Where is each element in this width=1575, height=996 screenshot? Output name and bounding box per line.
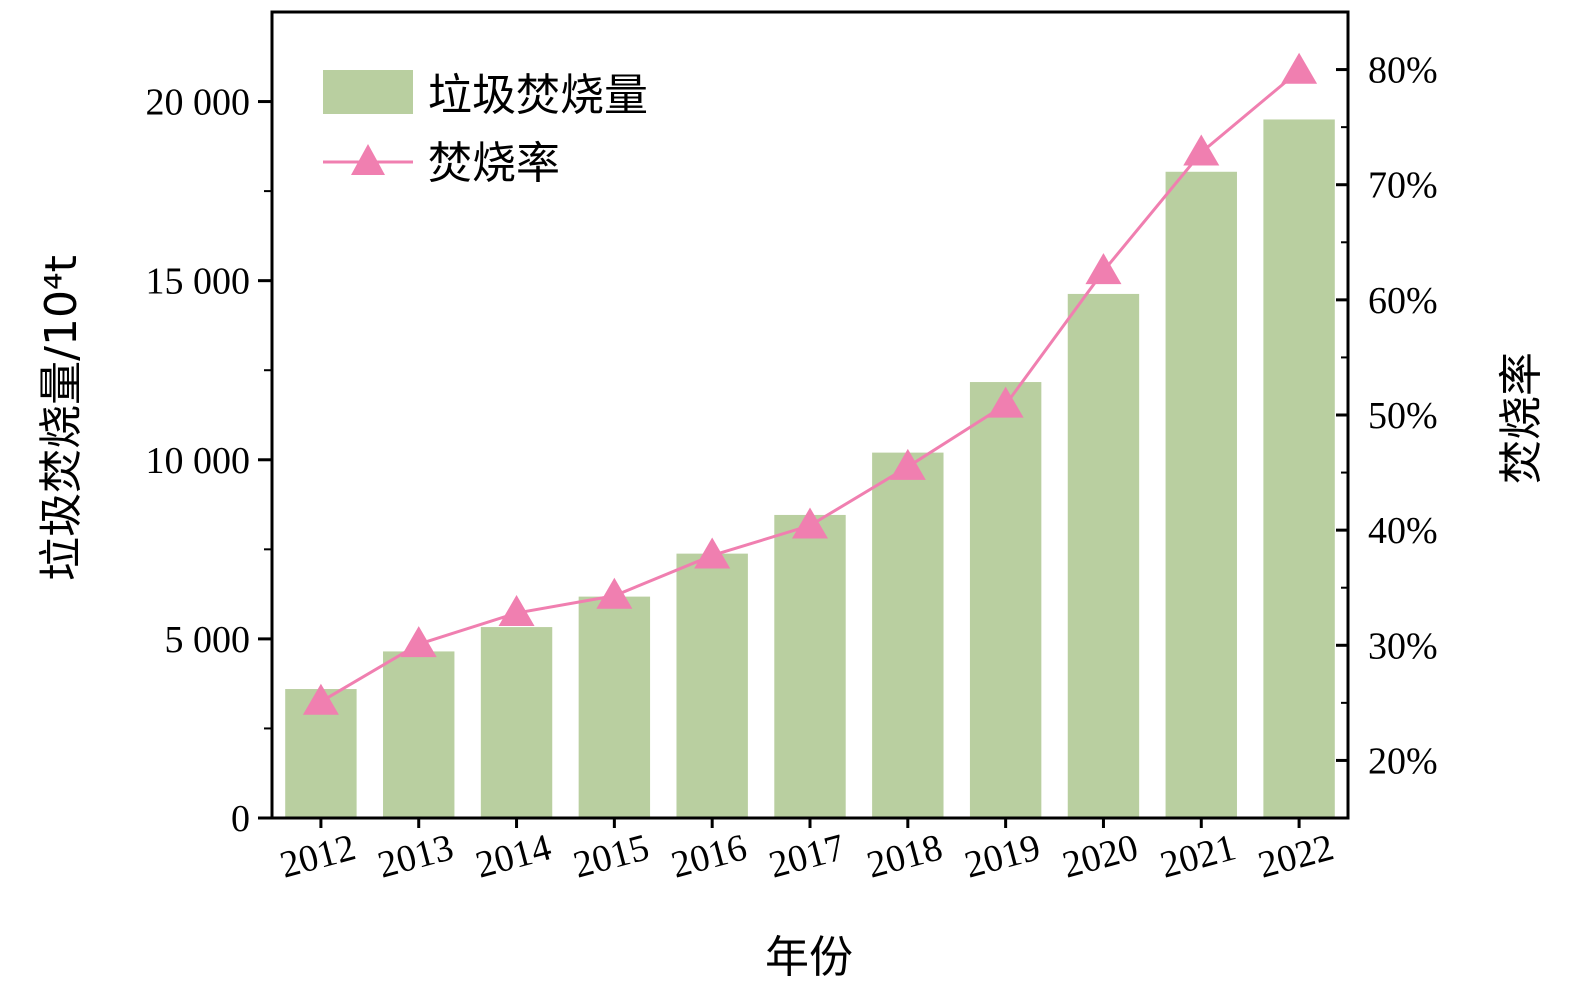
bar-2022 <box>1263 119 1335 818</box>
x-tick-label: 2018 <box>863 826 947 886</box>
bars-layer <box>285 119 1335 819</box>
x-tick-label: 2016 <box>667 826 751 886</box>
y-axis-title-right: 焚烧率 <box>1496 352 1547 484</box>
right-tick-label: 20% <box>1368 740 1438 782</box>
bar-2015 <box>578 596 651 818</box>
legend-line-marker <box>351 144 385 175</box>
right-tick-label: 60% <box>1368 280 1438 322</box>
x-tick-label: 2017 <box>765 826 849 886</box>
legend-bar-label: 垃圾焚烧量 <box>428 70 648 121</box>
rate-point-2022 <box>1281 52 1318 84</box>
rate-point-2018 <box>889 448 926 480</box>
bar-2016 <box>676 553 748 818</box>
x-tick-label: 2021 <box>1156 826 1240 886</box>
legend-bar-swatch <box>323 70 413 114</box>
bar-2018 <box>872 452 944 818</box>
y-axis-title-left: 垃圾焚烧量/10⁴t <box>36 255 87 581</box>
rate-point-2012 <box>302 683 339 715</box>
left-tick-label: 0 <box>231 798 250 840</box>
left-tick-label: 10 000 <box>146 440 251 482</box>
rate-point-2014 <box>498 595 535 627</box>
rate-point-2013 <box>400 626 437 658</box>
rate-point-2017 <box>792 507 828 539</box>
x-tick-label: 2013 <box>373 826 457 886</box>
legend-line-label: 焚烧率 <box>428 138 560 189</box>
right-tick-label: 40% <box>1368 510 1438 552</box>
x-tick-label: 2014 <box>471 826 555 886</box>
left-tick-label: 20 000 <box>146 82 251 124</box>
legend: 垃圾焚烧量 焚烧率 <box>323 70 648 189</box>
x-tick-label: 2012 <box>276 826 360 886</box>
bar-2014 <box>480 627 553 818</box>
bar-2017 <box>774 514 846 818</box>
rate-point-2016 <box>694 537 731 569</box>
right-tick-label: 80% <box>1368 50 1438 92</box>
bar-2013 <box>383 651 455 818</box>
right-tick-label: 50% <box>1368 395 1438 437</box>
rate-point-2019 <box>987 386 1024 418</box>
x-axis-title: 年份 <box>765 932 853 983</box>
axes-layer: 0 5 000 10 000 15 000 20 000 20% 30% 40% 50% 60% 7… <box>146 10 1438 887</box>
x-tick-label: 2015 <box>569 826 653 886</box>
bar-2019 <box>969 382 1042 818</box>
rate-point-2020 <box>1085 253 1122 285</box>
x-tick-label: 2022 <box>1254 826 1338 886</box>
rate-point-2021 <box>1183 134 1220 166</box>
rate-point-2015 <box>596 577 633 609</box>
x-tick-label: 2019 <box>960 826 1044 886</box>
left-tick-label: 15 000 <box>146 261 251 303</box>
right-tick-label: 30% <box>1368 625 1438 667</box>
left-tick-label: 5 000 <box>165 619 251 661</box>
x-tick-label: 2020 <box>1058 826 1142 886</box>
bar-2020 <box>1067 293 1140 818</box>
right-tick-label: 70% <box>1368 165 1438 207</box>
bar-2021 <box>1165 171 1237 819</box>
line-layer <box>302 52 1318 715</box>
